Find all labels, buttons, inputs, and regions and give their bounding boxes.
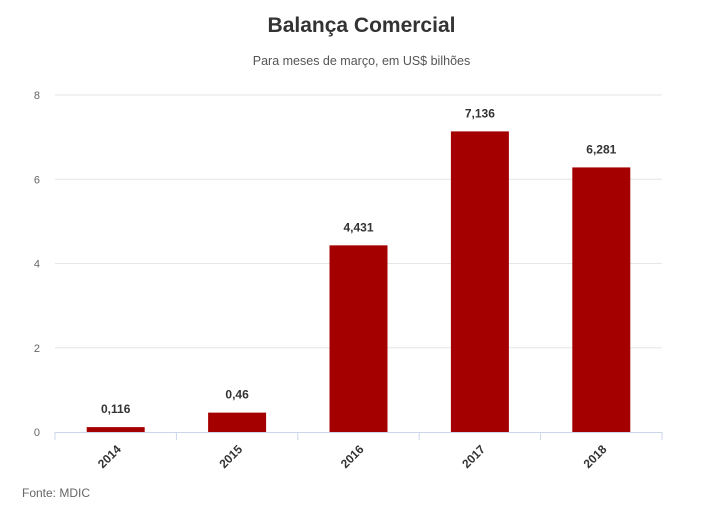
bar-2017[interactable] xyxy=(450,131,509,432)
x-tick-label-2014: 2014 xyxy=(95,442,124,471)
y-tick-label: 8 xyxy=(34,90,40,102)
y-tick-label: 2 xyxy=(34,343,40,355)
x-tick-label-2015: 2015 xyxy=(216,442,245,471)
data-labels: 0,116 0,46 4,431 7,136 6,281 xyxy=(101,106,617,416)
bars xyxy=(86,131,631,432)
y-tick-label: 6 xyxy=(34,174,40,186)
data-label-2016: 4,431 xyxy=(343,220,373,234)
bar-2014[interactable] xyxy=(86,427,145,432)
chart-title: Balança Comercial xyxy=(267,14,456,37)
y-tick-label: 4 xyxy=(34,259,40,271)
data-label-2017: 7,136 xyxy=(465,106,495,120)
x-tick-label-2017: 2017 xyxy=(459,442,488,471)
data-label-2018: 6,281 xyxy=(586,142,616,156)
x-axis xyxy=(54,432,663,440)
x-tick-label-2016: 2016 xyxy=(338,442,367,471)
y-axis-ticks: 0 2 4 6 8 xyxy=(34,90,40,439)
data-label-2015: 0,46 xyxy=(225,388,249,402)
bar-2015[interactable] xyxy=(208,412,267,432)
x-tick-label-2018: 2018 xyxy=(581,442,610,471)
chart-subtitle: Para meses de março, em US$ bilhões xyxy=(252,54,471,68)
data-label-2014: 0,116 xyxy=(101,402,131,416)
source-note: Fonte: MDIC xyxy=(22,486,91,500)
bar-2018[interactable] xyxy=(572,167,631,432)
bar-2016[interactable] xyxy=(329,245,388,432)
x-axis-ticks: 2014 2015 2016 2017 2018 xyxy=(95,442,610,471)
y-tick-label: 0 xyxy=(34,427,40,439)
